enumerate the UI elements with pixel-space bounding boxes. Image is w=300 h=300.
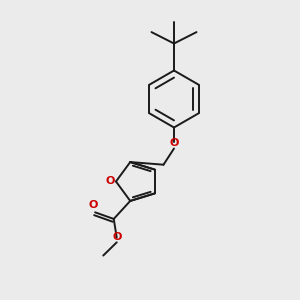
Text: O: O [112,232,122,242]
Text: O: O [88,200,98,210]
Text: O: O [105,176,115,187]
Text: O: O [169,138,179,148]
